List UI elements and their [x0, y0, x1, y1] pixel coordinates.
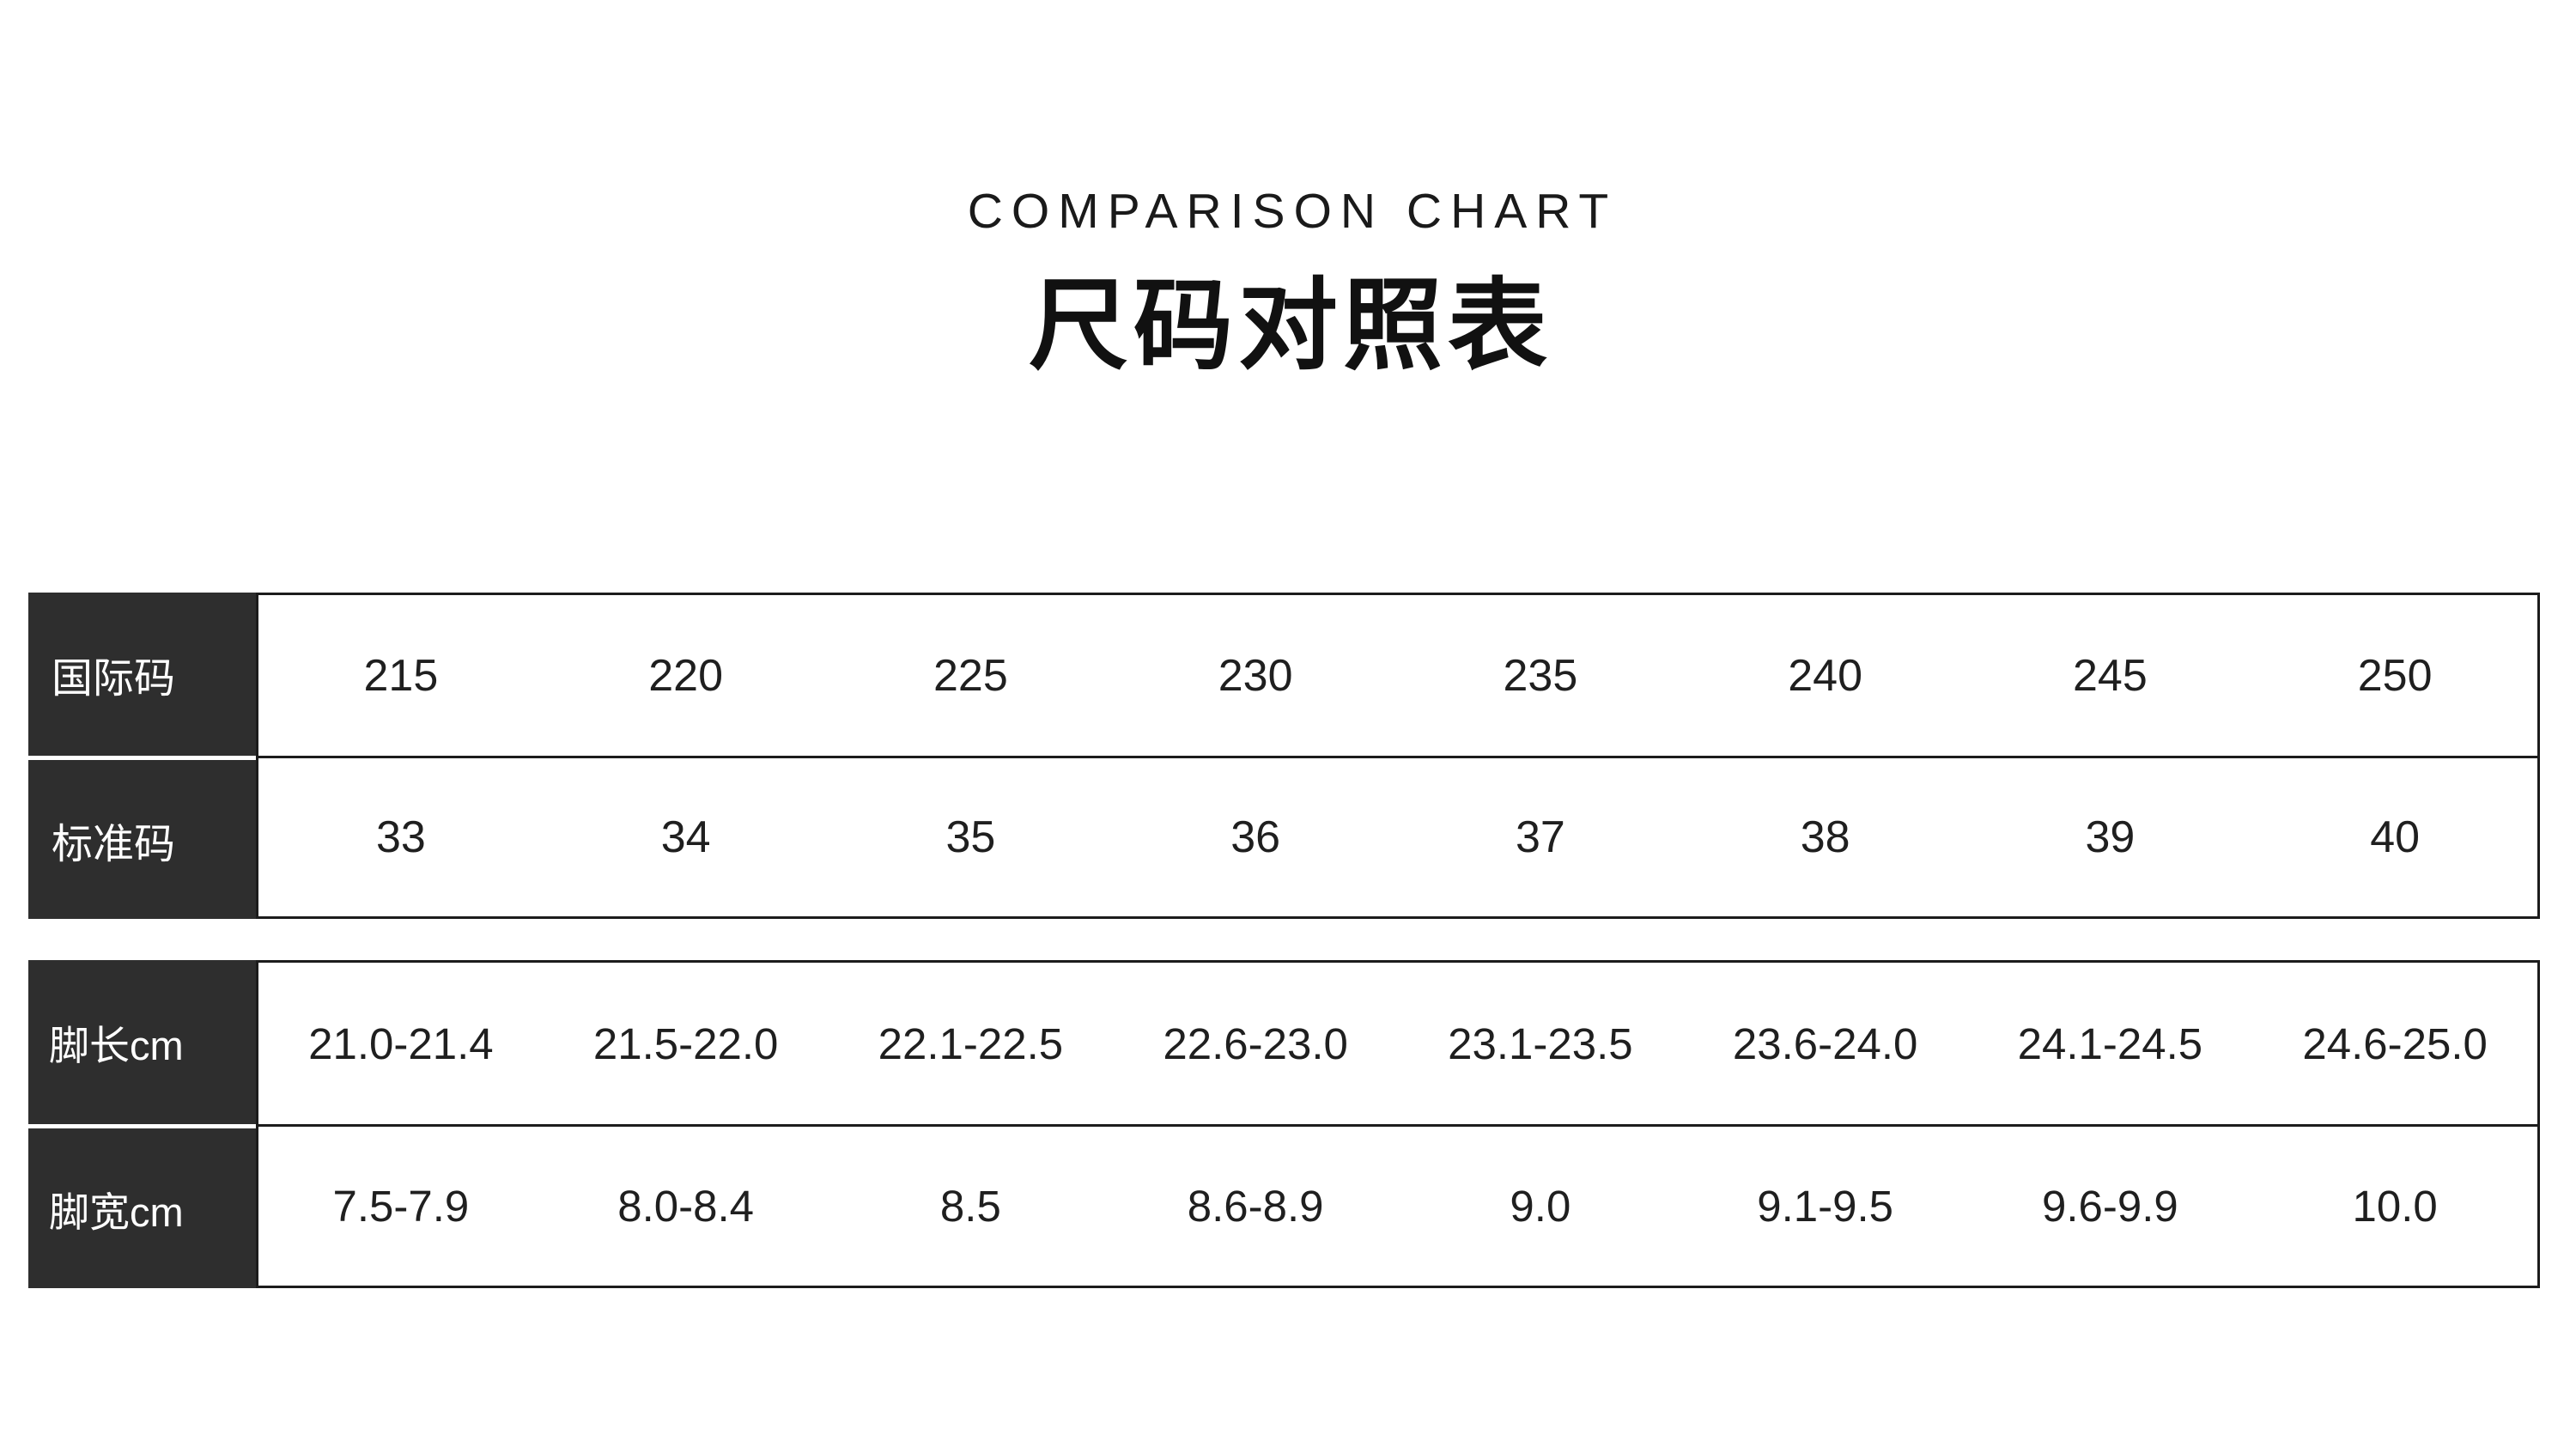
table-cell: 21.0-21.4: [308, 1019, 494, 1068]
table-cell: 9.0: [1510, 1182, 1571, 1231]
table-cell: 235: [1503, 650, 1578, 701]
table-row: 国际码 215 220 225 230 235 240 245 250: [28, 593, 2540, 756]
foot-measurement-table: 脚长cm 21.0-21.4 21.5-22.0 22.1-22.5 22.6-…: [28, 960, 2540, 1288]
table-cell: 24.6-25.0: [2302, 1019, 2488, 1068]
page-title-chinese: 尺码对照表: [1029, 270, 1552, 381]
table-cell: 21.5-22.0: [592, 1019, 779, 1068]
table-row: 脚长cm 21.0-21.4 21.5-22.0 22.1-22.5 22.6-…: [28, 960, 2540, 1124]
size-code-table: 国际码 215 220 225 230 235 240 245 250 标准码 …: [28, 593, 2540, 919]
table-row: 标准码 33 34 35 36 37 38 39 40: [28, 756, 2540, 919]
table-cell: 22.6-23.0: [1163, 1019, 1348, 1068]
table-cell: 8.0-8.4: [617, 1182, 755, 1231]
table-cell: 250: [2357, 650, 2433, 701]
row-values-international-size: 215 220 225 230 235 240 245 250: [256, 593, 2540, 756]
table-cell: 23.6-24.0: [1732, 1019, 1918, 1068]
table-cell: 220: [648, 650, 723, 701]
table-cell: 24.1-24.5: [2017, 1019, 2203, 1068]
table-cell: 215: [363, 650, 439, 701]
table-cell: 34: [660, 812, 711, 862]
title-block: COMPARISON CHART 尺码对照表: [0, 187, 2576, 382]
table-cell: 23.1-23.5: [1448, 1019, 1633, 1068]
table-row: 脚宽cm 7.5-7.9 8.0-8.4 8.5 8.6-8.9 9.0 9.1…: [28, 1124, 2540, 1288]
table-cell: 10.0: [2352, 1182, 2438, 1231]
table-cell: 230: [1218, 650, 1293, 701]
row-values-standard-size: 33 34 35 36 37 38 39 40: [256, 756, 2540, 919]
table-cell: 8.6-8.9: [1187, 1182, 1324, 1231]
table-cell: 225: [933, 650, 1008, 701]
row-values-foot-width: 7.5-7.9 8.0-8.4 8.5 8.6-8.9 9.0 9.1-9.5 …: [256, 1124, 2540, 1288]
table-cell: 36: [1230, 812, 1281, 862]
table-cell: 35: [945, 812, 996, 862]
table-cell: 245: [2072, 650, 2148, 701]
table-cell: 39: [2085, 812, 2136, 862]
table-cell: 37: [1515, 812, 1565, 862]
row-values-foot-length: 21.0-21.4 21.5-22.0 22.1-22.5 22.6-23.0 …: [256, 960, 2540, 1124]
table-cell: 33: [375, 812, 426, 862]
row-header-international-size: 国际码: [28, 593, 256, 756]
page-title-english: COMPARISON CHART: [967, 184, 1618, 239]
row-header-foot-length: 脚长cm: [28, 960, 256, 1124]
table-cell: 40: [2370, 812, 2421, 862]
table-cell: 8.5: [939, 1182, 1001, 1231]
table-cell: 9.1-9.5: [1757, 1182, 1894, 1231]
row-header-foot-width: 脚宽cm: [28, 1124, 256, 1288]
table-cell: 7.5-7.9: [332, 1182, 470, 1231]
table-cell: 9.6-9.9: [2041, 1182, 2178, 1231]
row-header-standard-size: 标准码: [28, 756, 256, 919]
table-cell: 38: [1800, 812, 1850, 862]
table-cell: 240: [1788, 650, 1862, 701]
table-cell: 22.1-22.5: [878, 1019, 1064, 1068]
